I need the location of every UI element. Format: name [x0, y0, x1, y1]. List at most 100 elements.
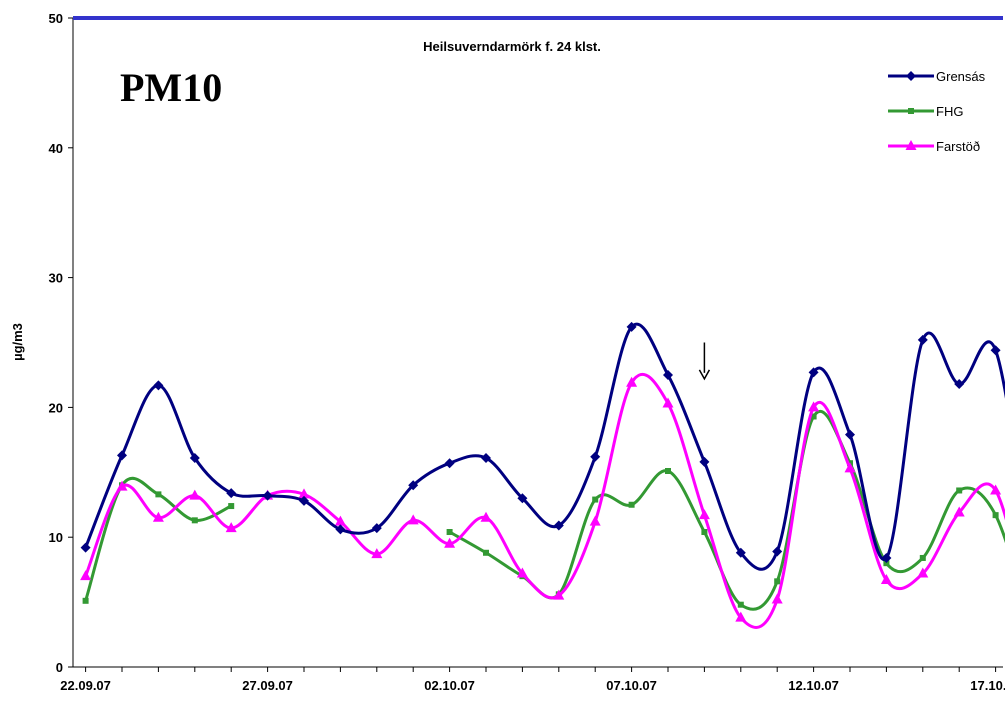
data-point-farst-: [917, 567, 929, 578]
data-point-farst-: [225, 522, 237, 533]
data-point-grens-s: [517, 493, 528, 504]
data-point-grens-s: [772, 546, 783, 557]
data-point-farst-: [334, 515, 346, 526]
data-point-farst-: [771, 593, 783, 604]
data-point-farst-: [844, 462, 856, 473]
series-grens-s: [80, 321, 1005, 571]
data-point-farst-: [698, 509, 710, 520]
data-point-grens-s: [299, 495, 309, 506]
data-point-fhg: [992, 512, 999, 519]
data-point-farst-: [407, 514, 419, 525]
legend-marker-farst-: [905, 140, 917, 150]
data-point-farst-: [298, 488, 310, 499]
data-point-grens-s: [590, 451, 601, 462]
x-tick-label: 12.10.07: [788, 678, 839, 693]
data-point-farst-: [480, 511, 492, 522]
data-point-fhg: [956, 487, 963, 494]
data-point-grens-s: [881, 552, 892, 563]
data-point-grens-s: [917, 334, 928, 345]
data-point-grens-s: [444, 458, 455, 469]
y-tick-label: 50: [49, 11, 63, 26]
x-axis-ticks: 22.09.07 27.09.07 02.10.07 07.10.07 12.10.07…: [60, 667, 1005, 693]
y-tick-label: 20: [49, 400, 63, 415]
data-point-grens-s: [117, 450, 127, 461]
data-point-fhg: [592, 496, 599, 503]
data-point-grens-s: [663, 369, 673, 380]
data-point-farst-: [444, 537, 456, 548]
data-point-fhg: [483, 549, 489, 556]
data-point-fhg: [919, 554, 926, 561]
data-point-farst-: [80, 570, 92, 581]
data-point-grens-s: [153, 380, 164, 391]
data-point-farst-: [735, 611, 747, 622]
y-tick-label: 30: [49, 271, 63, 286]
data-point-grens-s: [189, 453, 200, 464]
x-tick-label: 02.10.07: [424, 678, 475, 693]
data-point-fhg: [810, 413, 817, 420]
data-point-farst-: [116, 480, 128, 491]
data-point-farst-: [662, 397, 674, 408]
legend-label-fhg: FHG: [936, 104, 963, 119]
data-point-farst-: [880, 574, 892, 585]
data-point-fhg: [665, 468, 671, 475]
data-point-fhg: [883, 560, 890, 567]
legend-marker-grens-s: [906, 71, 916, 81]
series-line-fhg: [448, 409, 1005, 611]
data-point-grens-s: [990, 345, 1001, 356]
data-point-farst-: [626, 376, 638, 387]
data-point-grens-s: [735, 547, 746, 558]
data-point-fhg: [82, 597, 89, 604]
data-point-farst-: [589, 515, 601, 526]
data-point-fhg: [701, 529, 708, 536]
data-point-farst-: [953, 506, 965, 517]
legend-label-grens-s: Grensás: [936, 69, 986, 84]
threshold-label: Heilsuverndarmörk f. 24 klst.: [423, 39, 601, 54]
x-tick-label: 22.09.07: [60, 678, 111, 693]
data-point-fhg: [228, 503, 235, 510]
data-point-farst-: [553, 589, 565, 600]
legend: Grensás FHG Farstöð: [888, 69, 986, 154]
data-point-fhg: [155, 491, 162, 498]
data-point-grens-s: [226, 488, 237, 499]
legend-marker-fhg: [908, 108, 914, 114]
data-point-grens-s: [553, 520, 564, 531]
data-point-grens-s: [408, 480, 419, 491]
x-tick-label: 07.10.07: [606, 678, 657, 693]
legend-label-farst-: Farstöð: [936, 139, 980, 154]
data-point-fhg: [737, 601, 744, 608]
x-tick-label: 27.09.07: [242, 678, 293, 693]
data-point-fhg: [774, 578, 781, 585]
chart-title: PM10: [120, 65, 222, 110]
data-point-grens-s: [845, 429, 855, 440]
data-point-grens-s: [699, 456, 710, 467]
data-point-fhg: [446, 529, 453, 536]
series-line-farst-: [84, 372, 1005, 629]
data-point-farst-: [189, 489, 201, 500]
x-tick-label: 17.10.07: [970, 678, 1005, 693]
series-line-fhg: [84, 476, 232, 602]
data-point-grens-s: [626, 321, 637, 332]
data-point-farst-: [371, 548, 383, 559]
y-tick-label: 0: [56, 660, 63, 675]
data-point-grens-s: [481, 453, 491, 464]
data-point-grens-s: [80, 542, 91, 553]
y-tick-label: 40: [49, 141, 63, 156]
data-point-farst-: [516, 567, 528, 578]
y-tick-label: 10: [49, 530, 63, 545]
y-axis-ticks: 0 10 20 30 40 50: [49, 11, 73, 675]
arrow-head: [698, 369, 711, 381]
series-line-grens-s: [84, 322, 1005, 571]
data-point-fhg: [191, 517, 198, 524]
data-point-grens-s: [262, 490, 273, 501]
data-point-fhg: [628, 501, 635, 508]
data-point-grens-s: [371, 523, 382, 534]
series-group: [80, 321, 1005, 629]
y-axis-label: µg/m3: [10, 323, 25, 361]
annotation-arrow: [698, 342, 711, 381]
data-point-grens-s: [335, 524, 346, 535]
data-point-grens-s: [954, 379, 965, 390]
data-point-grens-s: [808, 367, 819, 378]
data-point-farst-: [990, 484, 1002, 495]
data-point-farst-: [152, 511, 164, 522]
